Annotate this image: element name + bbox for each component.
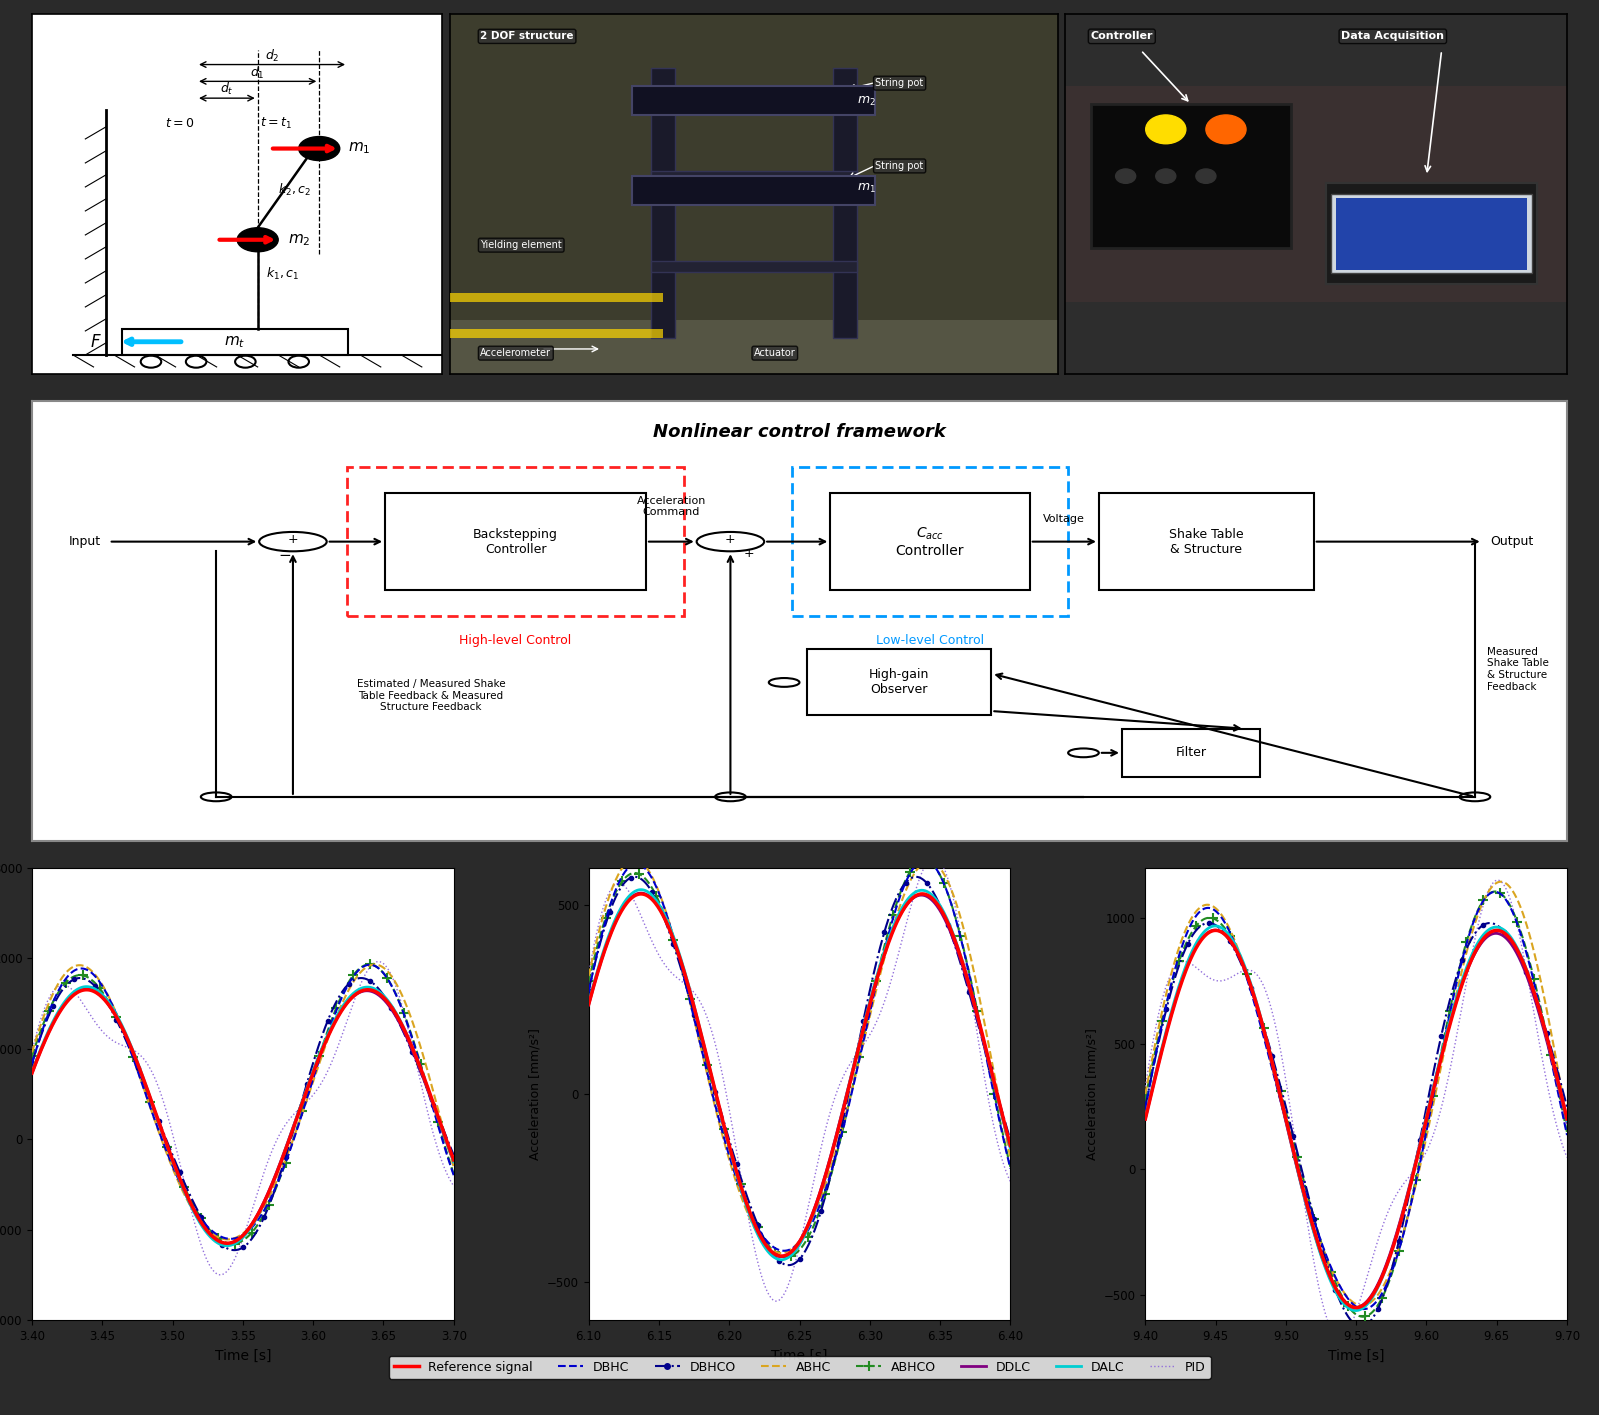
Bar (792, 467, 1068, 617)
Text: $d_t$: $d_t$ (221, 81, 233, 98)
Circle shape (1146, 115, 1186, 144)
X-axis label: Time [s]: Time [s] (771, 1348, 828, 1363)
Text: Backstepping
Controller: Backstepping Controller (473, 528, 558, 556)
Text: Actuator: Actuator (753, 348, 796, 358)
Text: $F$: $F$ (90, 333, 102, 351)
Text: Input: Input (69, 535, 101, 548)
Text: $t=0$: $t=0$ (165, 117, 193, 130)
Circle shape (1196, 168, 1215, 184)
X-axis label: Time [s]: Time [s] (214, 1348, 272, 1363)
Text: Acceleration
Command: Acceleration Command (636, 495, 707, 518)
Text: Voltage: Voltage (1044, 514, 1086, 524)
FancyBboxPatch shape (830, 494, 1030, 590)
Text: Data Acquisition: Data Acquisition (1342, 31, 1444, 41)
Bar (1091, 105, 1290, 248)
Text: Filter: Filter (1175, 746, 1206, 760)
Text: Output: Output (1490, 535, 1533, 548)
FancyBboxPatch shape (1099, 494, 1314, 590)
Text: +: + (724, 533, 736, 546)
FancyBboxPatch shape (807, 649, 991, 716)
Bar (632, 86, 876, 115)
Text: Estimated / Measured Shake
Table Feedback & Measured
Structure Feedback: Estimated / Measured Shake Table Feedbac… (357, 679, 505, 712)
Circle shape (1156, 168, 1175, 184)
Text: Yielding element: Yielding element (480, 241, 563, 250)
Legend: Reference signal, DBHC, DBHCO, ABHC, ABHCO, DDLC, DALC, PID: Reference signal, DBHC, DBHCO, ABHC, ABH… (389, 1356, 1210, 1378)
Text: String pot: String pot (876, 161, 924, 171)
Bar (632, 175, 876, 205)
Bar (651, 171, 857, 181)
Text: Low-level Control: Low-level Control (876, 634, 983, 647)
Text: $m_2$: $m_2$ (288, 232, 310, 248)
Y-axis label: Acceleration [mm/s²]: Acceleration [mm/s²] (1086, 1027, 1099, 1160)
Text: String pot: String pot (876, 78, 924, 88)
Text: Controller: Controller (1091, 31, 1153, 41)
Bar (1337, 198, 1527, 270)
Text: $d_2$: $d_2$ (265, 48, 280, 64)
X-axis label: Time [s]: Time [s] (1327, 1348, 1385, 1363)
Text: Shake Table
& Structure: Shake Table & Structure (1169, 528, 1244, 556)
Bar (449, 293, 662, 303)
Bar (449, 330, 662, 338)
Text: $C_{acc}$
Controller: $C_{acc}$ Controller (895, 525, 964, 558)
Text: $m_2$: $m_2$ (857, 95, 876, 109)
Bar (122, 328, 349, 355)
Text: 2 DOF structure: 2 DOF structure (480, 31, 574, 41)
Text: $k_1, c_1$: $k_1, c_1$ (265, 266, 299, 282)
Bar (651, 99, 857, 109)
Text: Accelerometer: Accelerometer (480, 348, 552, 358)
Bar (651, 68, 675, 338)
Text: $t=t_1$: $t=t_1$ (259, 116, 291, 132)
Circle shape (237, 228, 278, 252)
Text: +: + (744, 548, 755, 560)
Bar (1332, 194, 1532, 273)
Bar (833, 68, 857, 338)
Bar (449, 320, 1059, 374)
FancyBboxPatch shape (385, 494, 646, 590)
Bar (347, 467, 684, 617)
Y-axis label: Acceleration [mm/s²]: Acceleration [mm/s²] (528, 1027, 542, 1160)
Text: Measured
Shake Table
& Structure
Feedback: Measured Shake Table & Structure Feedbac… (1487, 647, 1549, 692)
Circle shape (1206, 115, 1246, 144)
Text: Nonlinear control framework: Nonlinear control framework (652, 423, 947, 441)
Circle shape (1116, 168, 1135, 184)
Text: −: − (278, 548, 291, 563)
Text: High-gain
Observer: High-gain Observer (870, 668, 929, 696)
Text: $m_t$: $m_t$ (224, 334, 246, 350)
Text: High-level Control: High-level Control (459, 634, 572, 647)
Text: $m_1$: $m_1$ (857, 181, 876, 195)
Text: $m_1$: $m_1$ (349, 140, 371, 157)
FancyBboxPatch shape (1122, 729, 1260, 777)
Circle shape (299, 137, 339, 160)
Text: +: + (288, 533, 299, 546)
Bar (1326, 184, 1537, 284)
Bar (1065, 86, 1567, 303)
Bar (651, 260, 857, 272)
Text: $k_2, c_2$: $k_2, c_2$ (278, 183, 312, 198)
Text: $d_1$: $d_1$ (251, 65, 265, 81)
